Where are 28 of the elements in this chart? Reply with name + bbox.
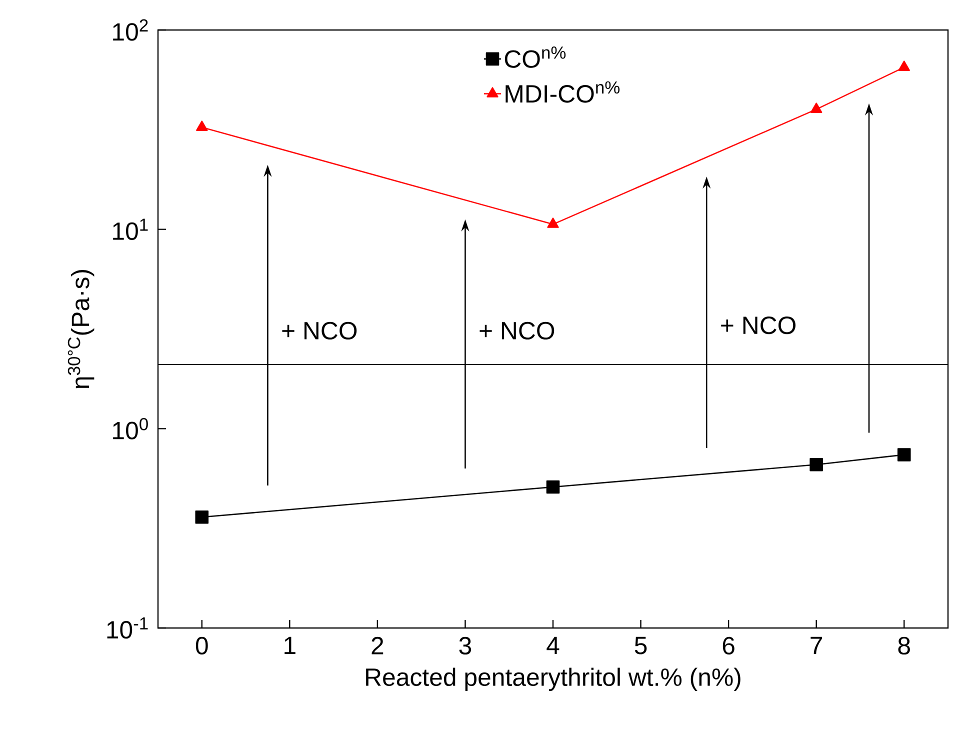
point	[195, 510, 209, 524]
x-tick-label: 6	[722, 636, 734, 655]
y-tick-label: 10$^{1}$	[113, 218, 148, 240]
x-tick-label: 4	[546, 636, 560, 654]
legend-label: MDI-CO$^{n%}$	[506, 81, 620, 103]
x-axis-title: Reacted pentaerythritol wt.% (n%)	[366, 668, 740, 691]
annotation: + NCO	[480, 322, 554, 340]
point	[810, 102, 822, 113]
x-tick-label: 1	[284, 636, 296, 654]
x-tick-label: 7	[810, 636, 822, 654]
x-tick-label: 0	[196, 636, 208, 655]
point	[810, 458, 823, 472]
x-tick-label: 5	[634, 636, 647, 654]
legend-label: CO$^{n%}$	[504, 46, 566, 68]
x-tick-label: 8	[898, 636, 910, 655]
x-tick-label: 3	[459, 636, 472, 655]
point	[547, 218, 559, 228]
point	[897, 448, 911, 462]
y-tick-label: 10$^{-1}$	[107, 617, 148, 639]
point	[196, 120, 208, 131]
y-tick-label: 10$^{0}$	[113, 418, 148, 440]
point	[898, 60, 910, 71]
annotation: + NCO	[282, 322, 357, 340]
x-tick-label: 2	[372, 636, 384, 654]
y-tick-label: 10$^{2}$	[113, 19, 148, 41]
annotation: + NCO	[721, 316, 796, 334]
point	[546, 480, 560, 494]
y-axis-title: η$^{30°C}$(Pa·s)	[68, 270, 94, 388]
